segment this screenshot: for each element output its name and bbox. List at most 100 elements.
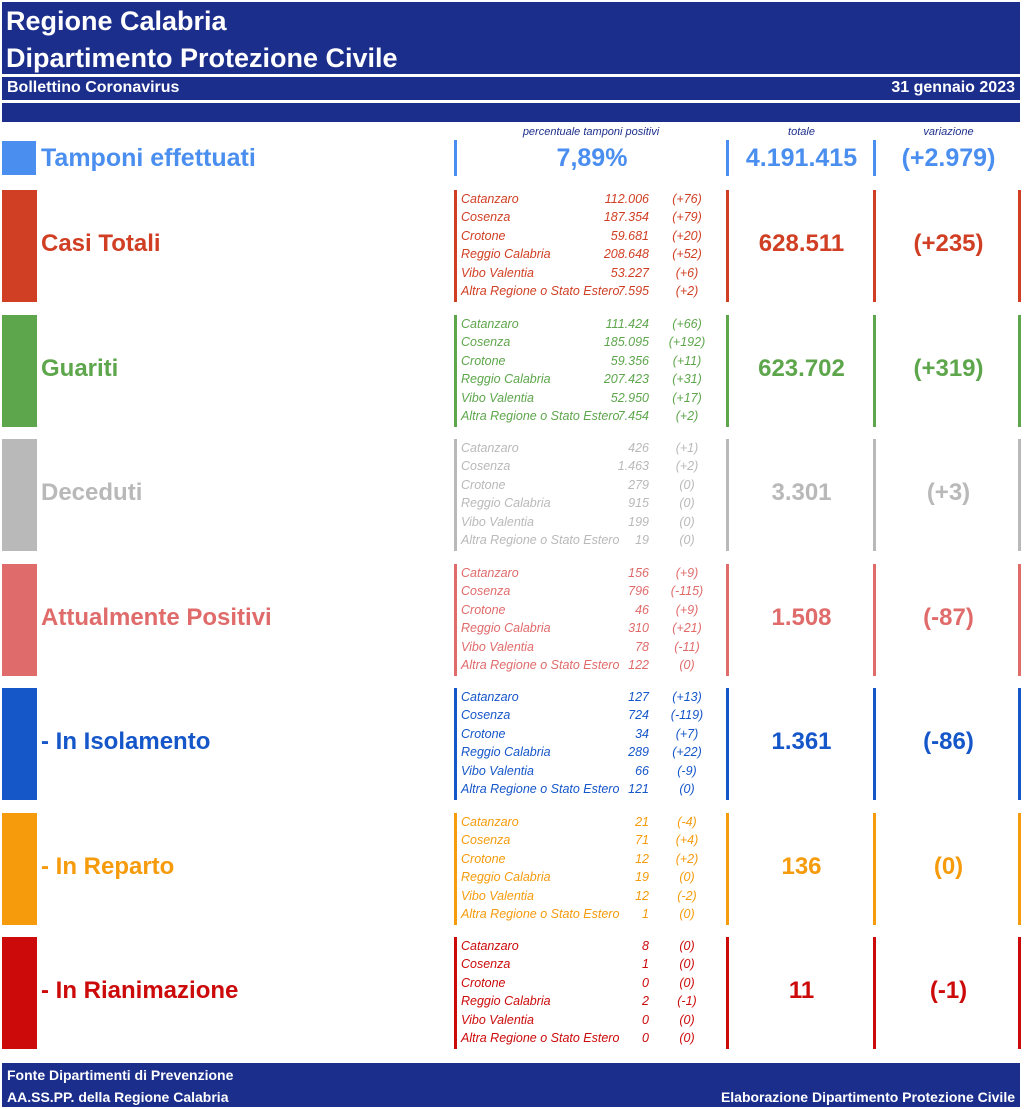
- section-divider: [873, 813, 876, 925]
- province-change: (+66): [672, 317, 702, 331]
- province-value: 310: [628, 621, 649, 635]
- section-divider: [454, 190, 457, 302]
- province-value: 78: [635, 640, 649, 654]
- province-change: (0): [679, 1013, 695, 1027]
- province-name: Altra Regione o Stato Estero: [461, 782, 620, 796]
- province-change: (0): [679, 478, 695, 492]
- province-value: 19: [635, 870, 649, 884]
- section-divider: [726, 315, 729, 427]
- section-total: 136: [781, 853, 822, 880]
- province-value: 1.463: [617, 459, 649, 473]
- province-list: Catanzaro 156 (+9) Cosenza 796 (-115) Crotone 4…: [454, 564, 729, 676]
- province-value: 185.095: [603, 335, 649, 349]
- section-total: 3.301: [771, 479, 832, 506]
- province-row: Reggio Calabria 289 (+22): [454, 744, 729, 762]
- province-name: Crotone: [461, 354, 506, 368]
- province-change: (0): [679, 907, 695, 921]
- province-name: Vibo Valentia: [461, 640, 534, 654]
- province-change: (0): [679, 957, 695, 971]
- province-change: (0): [679, 515, 695, 529]
- section-divider: [1018, 564, 1021, 676]
- province-change: (+9): [675, 566, 699, 580]
- province-value: 46: [635, 603, 649, 617]
- province-list: Catanzaro 426 (+1) Cosenza 1.463 (+2) Crotone 2…: [454, 439, 729, 551]
- header-band: [2, 103, 1020, 122]
- bulletin-date: 31 gennaio 2023: [891, 79, 1015, 96]
- province-name: Reggio Calabria: [461, 870, 551, 884]
- province-value: 156: [628, 566, 649, 580]
- province-row: Cosenza 185.095 (+192): [454, 334, 729, 352]
- province-name: Cosenza: [461, 459, 511, 473]
- province-row: Catanzaro 156 (+9): [454, 565, 729, 583]
- province-value: 187.354: [603, 210, 649, 224]
- province-name: Crotone: [461, 852, 506, 866]
- section-color-bar: [2, 439, 37, 551]
- province-name: Crotone: [461, 229, 506, 243]
- province-name: Vibo Valentia: [461, 764, 534, 778]
- province-name: Crotone: [461, 603, 506, 617]
- province-value: 207.423: [603, 372, 649, 386]
- province-row: Catanzaro 111.424 (+66): [454, 316, 729, 334]
- province-row: Reggio Calabria 208.648 (+52): [454, 246, 729, 264]
- section-divider: [873, 315, 876, 427]
- section-divider: [726, 190, 729, 302]
- province-change: (+22): [672, 745, 702, 759]
- province-change: (0): [679, 658, 695, 672]
- province-name: Catanzaro: [461, 690, 519, 704]
- section-divider: [454, 564, 457, 676]
- province-change: (0): [679, 976, 695, 990]
- section-divider: [873, 564, 876, 676]
- section-title: - In Isolamento: [41, 728, 211, 755]
- province-change: (+52): [672, 247, 702, 261]
- province-value: 21: [635, 815, 649, 829]
- section: - In Isolamento Catanzaro 127 (+13) Cosenza 7…: [0, 688, 1024, 800]
- province-name: Catanzaro: [461, 566, 519, 580]
- province-value: 915: [628, 496, 649, 510]
- province-value: 796: [628, 584, 649, 598]
- section-divider: [873, 937, 876, 1049]
- section-title: Casi Totali: [41, 230, 161, 257]
- province-name: Catanzaro: [461, 939, 519, 953]
- province-value: 0: [642, 1013, 649, 1027]
- section-divider: [454, 688, 457, 800]
- province-name: Reggio Calabria: [461, 745, 551, 759]
- province-value: 7.595: [617, 284, 649, 298]
- province-row: Vibo Valentia 12 (-2): [454, 888, 729, 906]
- province-value: 53.227: [610, 266, 649, 280]
- province-value: 0: [642, 1031, 649, 1045]
- province-value: 112.006: [604, 192, 649, 206]
- province-name: Altra Regione o Stato Estero: [461, 284, 620, 298]
- province-value: 34: [635, 727, 649, 741]
- province-name: Reggio Calabria: [461, 994, 551, 1008]
- section-divider: [726, 813, 729, 925]
- section-title: Guariti: [41, 355, 119, 382]
- province-value: 199: [628, 515, 649, 529]
- province-value: 426: [628, 441, 649, 455]
- province-list: Catanzaro 8 (0) Cosenza 1 (0) Crotone 0 (0) Reggi…: [454, 937, 729, 1049]
- province-change: (+2): [675, 409, 699, 423]
- province-name: Reggio Calabria: [461, 621, 551, 635]
- province-name: Vibo Valentia: [461, 515, 534, 529]
- province-row: Catanzaro 127 (+13): [454, 689, 729, 707]
- province-name: Catanzaro: [461, 192, 519, 206]
- section-divider: [726, 688, 729, 800]
- province-row: Crotone 279 (0): [454, 477, 729, 495]
- province-name: Cosenza: [461, 957, 511, 971]
- province-change: (0): [679, 939, 695, 953]
- province-row: Catanzaro 426 (+1): [454, 440, 729, 458]
- province-change: (+79): [672, 210, 702, 224]
- province-name: Reggio Calabria: [461, 496, 551, 510]
- province-name: Altra Regione o Stato Estero: [461, 1031, 620, 1045]
- footer: Fonte Dipartimenti di Prevenzione AA.SS.…: [2, 1063, 1020, 1107]
- province-change: (-115): [670, 584, 704, 598]
- tamponi-total: 4.191.415: [745, 144, 858, 172]
- province-row: Altra Regione o Stato Estero 0 (0): [454, 1030, 729, 1048]
- province-change: (+6): [675, 266, 699, 280]
- province-change: (-4): [677, 815, 697, 829]
- province-value: 1: [642, 907, 649, 921]
- tamponi-divider-2: [726, 140, 729, 176]
- province-value: 66: [635, 764, 649, 778]
- section-total: 628.511: [758, 230, 845, 257]
- section-divider: [1018, 439, 1021, 551]
- province-value: 2: [642, 994, 649, 1008]
